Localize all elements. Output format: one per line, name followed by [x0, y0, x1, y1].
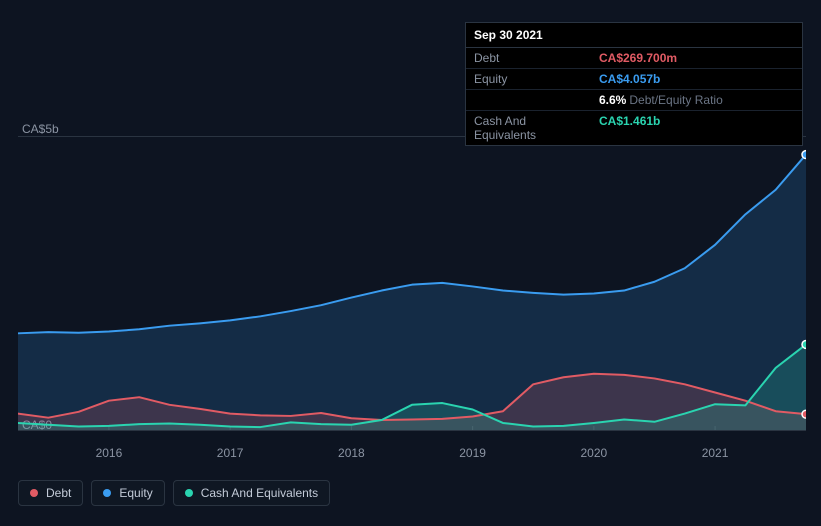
x-tick-label: 2020 [580, 446, 607, 460]
tooltip-row-label: Debt [466, 48, 591, 68]
x-tick-label: 2017 [217, 446, 244, 460]
tooltip-date: Sep 30 2021 [466, 23, 802, 48]
end-marker-equity [802, 151, 806, 159]
legend-dot-icon [103, 489, 111, 497]
tooltip-row-label: Equity [466, 69, 591, 89]
legend-item-equity[interactable]: Equity [91, 480, 164, 506]
tooltip-row-value: CA$1.461b [591, 111, 802, 145]
x-tick-label: 2019 [459, 446, 486, 460]
legend-label: Equity [119, 486, 152, 500]
tooltip-row: EquityCA$4.057b [466, 69, 802, 90]
tooltip-row: DebtCA$269.700m [466, 48, 802, 69]
x-tick-label: 2016 [96, 446, 123, 460]
legend-label: Debt [46, 486, 71, 500]
end-marker-debt [802, 410, 806, 418]
snapshot-tooltip: Sep 30 2021 DebtCA$269.700mEquityCA$4.05… [465, 22, 803, 146]
y-axis-label-max: CA$5b [22, 122, 59, 136]
legend-item-cash-and-equivalents[interactable]: Cash And Equivalents [173, 480, 330, 506]
chart-plot-area [18, 136, 806, 431]
legend-label: Cash And Equivalents [201, 486, 318, 500]
x-tick-label: 2018 [338, 446, 365, 460]
tooltip-row-label [466, 90, 591, 110]
legend-dot-icon [185, 489, 193, 497]
legend-row: Debt Equity Cash And Equivalents [18, 480, 330, 506]
x-tick-label: 2021 [702, 446, 729, 460]
tooltip-row-value: CA$269.700m [591, 48, 802, 68]
legend-dot-icon [30, 489, 38, 497]
tooltip-row: Cash And EquivalentsCA$1.461b [466, 111, 802, 145]
legend-item-debt[interactable]: Debt [18, 480, 83, 506]
tooltip-row-value: 6.6%Debt/Equity Ratio [591, 90, 802, 110]
tooltip-row-extra: Debt/Equity Ratio [629, 93, 722, 107]
tooltip-row-label: Cash And Equivalents [466, 111, 591, 145]
x-axis: 2016 2017 2018 2019 2020 2021 [18, 446, 806, 462]
tooltip-row-value: CA$4.057b [591, 69, 802, 89]
tooltip-row: 6.6%Debt/Equity Ratio [466, 90, 802, 111]
end-marker-cash [802, 340, 806, 348]
